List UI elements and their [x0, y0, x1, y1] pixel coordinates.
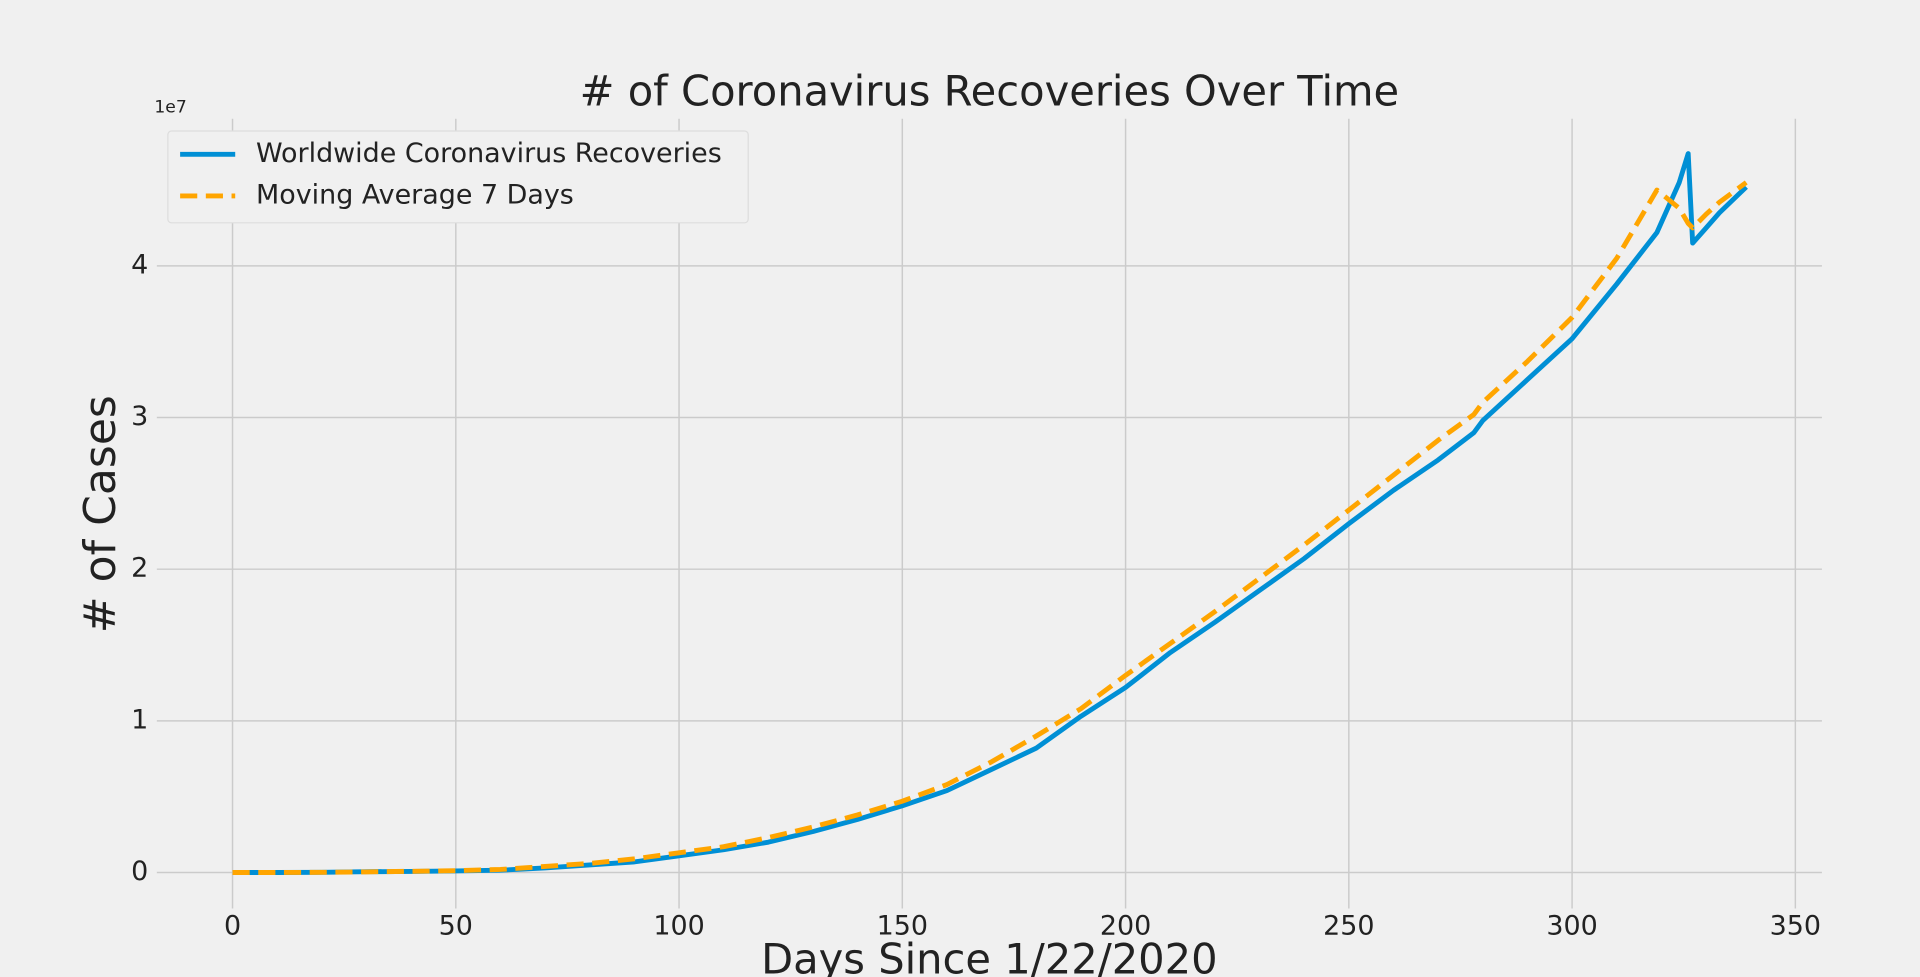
- legend-label: Worldwide Coronavirus Recoveries: [256, 138, 722, 169]
- x-tick-label: 350: [1770, 910, 1821, 941]
- y-offset-label: 1e7: [154, 98, 186, 118]
- x-tick-label: 300: [1546, 910, 1597, 941]
- y-tick-label: 0: [131, 856, 148, 887]
- y-tick-label: 1: [131, 704, 148, 735]
- chart-title: # of Coronavirus Recoveries Over Time: [580, 66, 1400, 115]
- series-line: [232, 180, 1748, 875]
- legend: Worldwide Coronavirus Recoveries Moving A…: [167, 130, 749, 224]
- x-tick-label: 100: [653, 910, 704, 941]
- y-tick-label: 3: [131, 401, 148, 432]
- x-axis-label: Days Since 1/22/2020: [761, 934, 1217, 977]
- plot-lines: [232, 151, 1748, 875]
- x-tick-label: 0: [224, 910, 241, 941]
- x-tick-label: 50: [439, 910, 473, 941]
- legend-box: [167, 130, 749, 224]
- x-tick-label: 200: [1100, 910, 1151, 941]
- x-tick-label: 250: [1323, 910, 1374, 941]
- x-tick-label: 150: [877, 910, 928, 941]
- y-tick-label: 2: [131, 553, 148, 584]
- y-tick-label: 4: [131, 249, 148, 280]
- legend-label: Moving Average 7 Days: [256, 179, 574, 210]
- y-axis-label: # of Cases: [75, 395, 126, 633]
